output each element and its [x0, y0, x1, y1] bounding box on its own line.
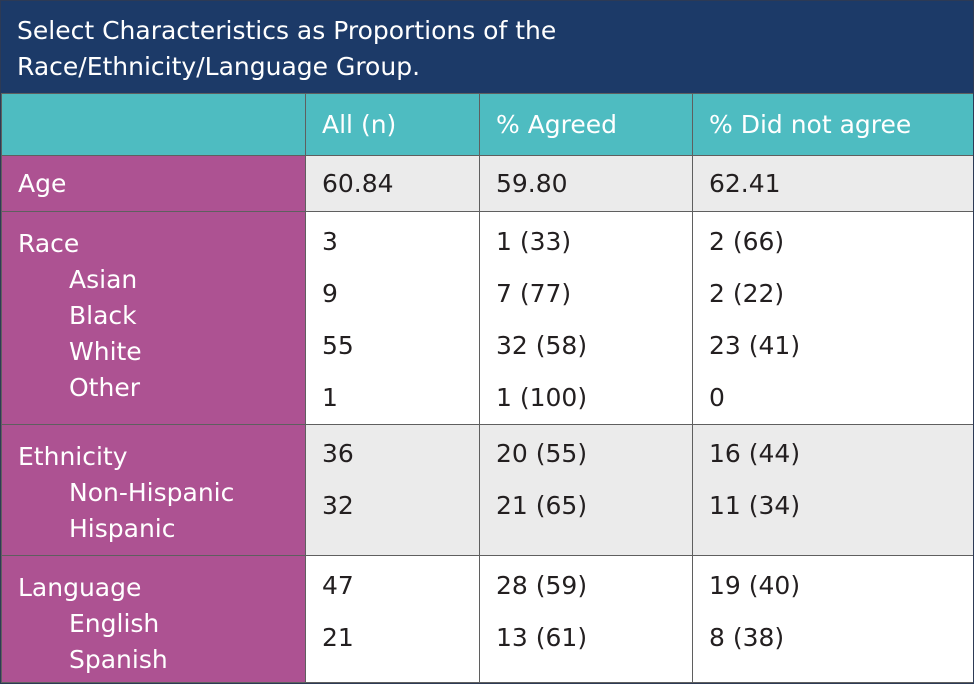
language-all-spanish: 21 [322, 623, 354, 652]
language-not-agreed-spanish: 8 (38) [709, 623, 785, 652]
race-sub-other: Other [69, 373, 140, 402]
characteristics-table: All (n) % Agreed % Did not agree Age 60.… [1, 93, 973, 683]
race-not-agreed-asian: 2 (66) [709, 227, 785, 256]
ethnicity-sub-non-hispanic: Non-Hispanic [69, 478, 235, 507]
race-not-agreed-black: 2 (22) [709, 279, 785, 308]
ethnicity-not-agreed-cell: 16 (44) 11 (34) [692, 424, 973, 556]
age-agreed-cell: 59.80 [479, 155, 693, 212]
race-sub-black: Black [69, 301, 137, 330]
ethnicity-sub-hispanic: Hispanic [69, 514, 176, 543]
race-agreed-other: 1 (100) [496, 383, 588, 412]
race-agreed-black: 7 (77) [496, 279, 572, 308]
ethnicity-all-non-hispanic: 36 [322, 439, 354, 468]
row-label-ethnicity: Ethnicity Non-Hispanic Hispanic [1, 424, 306, 556]
header-row: All (n) % Agreed % Did not agree [1, 93, 973, 156]
race-all-black: 9 [322, 279, 338, 308]
language-sub-spanish: Spanish [69, 645, 168, 674]
row-label-age: Age [1, 155, 306, 212]
age-all-cell: 60.84 [305, 155, 480, 212]
header-did-not-agree: % Did not agree [692, 93, 973, 156]
ethnicity-label: Ethnicity [18, 442, 128, 471]
table-title-line-2: Race/Ethnicity/Language Group. [17, 52, 421, 81]
table-row-race: Race Asian Black White Other 3 9 55 1 1 … [1, 211, 973, 425]
ethnicity-not-agreed-non-hispanic: 16 (44) [709, 439, 801, 468]
table-row-age: Age 60.84 59.80 62.41 [1, 155, 973, 212]
race-sub-asian: Asian [69, 265, 138, 294]
row-label-race: Race Asian Black White Other [1, 211, 306, 425]
race-all-asian: 3 [322, 227, 338, 256]
row-label-language: Language English Spanish [1, 555, 306, 683]
header-agreed: % Agreed [479, 93, 693, 156]
ethnicity-not-agreed-hispanic: 11 (34) [709, 491, 801, 520]
language-not-agreed-english: 19 (40) [709, 571, 801, 600]
ethnicity-all-hispanic: 32 [322, 491, 354, 520]
table-title-line-1: Select Characteristics as Proportions of… [17, 16, 557, 45]
header-corner-cell [1, 93, 306, 156]
race-label: Race [18, 229, 80, 258]
ethnicity-agreed-hispanic: 21 (65) [496, 491, 588, 520]
race-all-white: 55 [322, 331, 354, 360]
race-agreed-cell: 1 (33) 7 (77) 32 (58) 1 (100) [479, 211, 693, 425]
race-not-agreed-white: 23 (41) [709, 331, 801, 360]
ethnicity-agreed-cell: 20 (55) 21 (65) [479, 424, 693, 556]
language-sub-english: English [69, 609, 160, 638]
header-all-n: All (n) [305, 93, 480, 156]
race-all-other: 1 [322, 383, 338, 412]
race-agreed-asian: 1 (33) [496, 227, 572, 256]
language-agreed-cell: 28 (59) 13 (61) [479, 555, 693, 683]
language-label: Language [18, 573, 142, 602]
race-not-agreed-cell: 2 (66) 2 (22) 23 (41) 0 [692, 211, 973, 425]
ethnicity-all-cell: 36 32 [305, 424, 480, 556]
age-not-agreed-cell: 62.41 [692, 155, 973, 212]
language-all-cell: 47 21 [305, 555, 480, 683]
table-title: Select Characteristics as Proportions of… [1, 1, 973, 93]
ethnicity-agreed-non-hispanic: 20 (55) [496, 439, 588, 468]
language-not-agreed-cell: 19 (40) 8 (38) [692, 555, 973, 683]
language-all-english: 47 [322, 571, 354, 600]
race-not-agreed-other: 0 [709, 383, 725, 412]
race-all-cell: 3 9 55 1 [305, 211, 480, 425]
language-agreed-spanish: 13 (61) [496, 623, 588, 652]
table-row-language: Language English Spanish 47 21 28 (59) 1… [1, 555, 973, 683]
table-row-ethnicity: Ethnicity Non-Hispanic Hispanic 36 32 20… [1, 424, 973, 556]
language-agreed-english: 28 (59) [496, 571, 588, 600]
race-agreed-white: 32 (58) [496, 331, 588, 360]
race-sub-white: White [69, 337, 142, 366]
